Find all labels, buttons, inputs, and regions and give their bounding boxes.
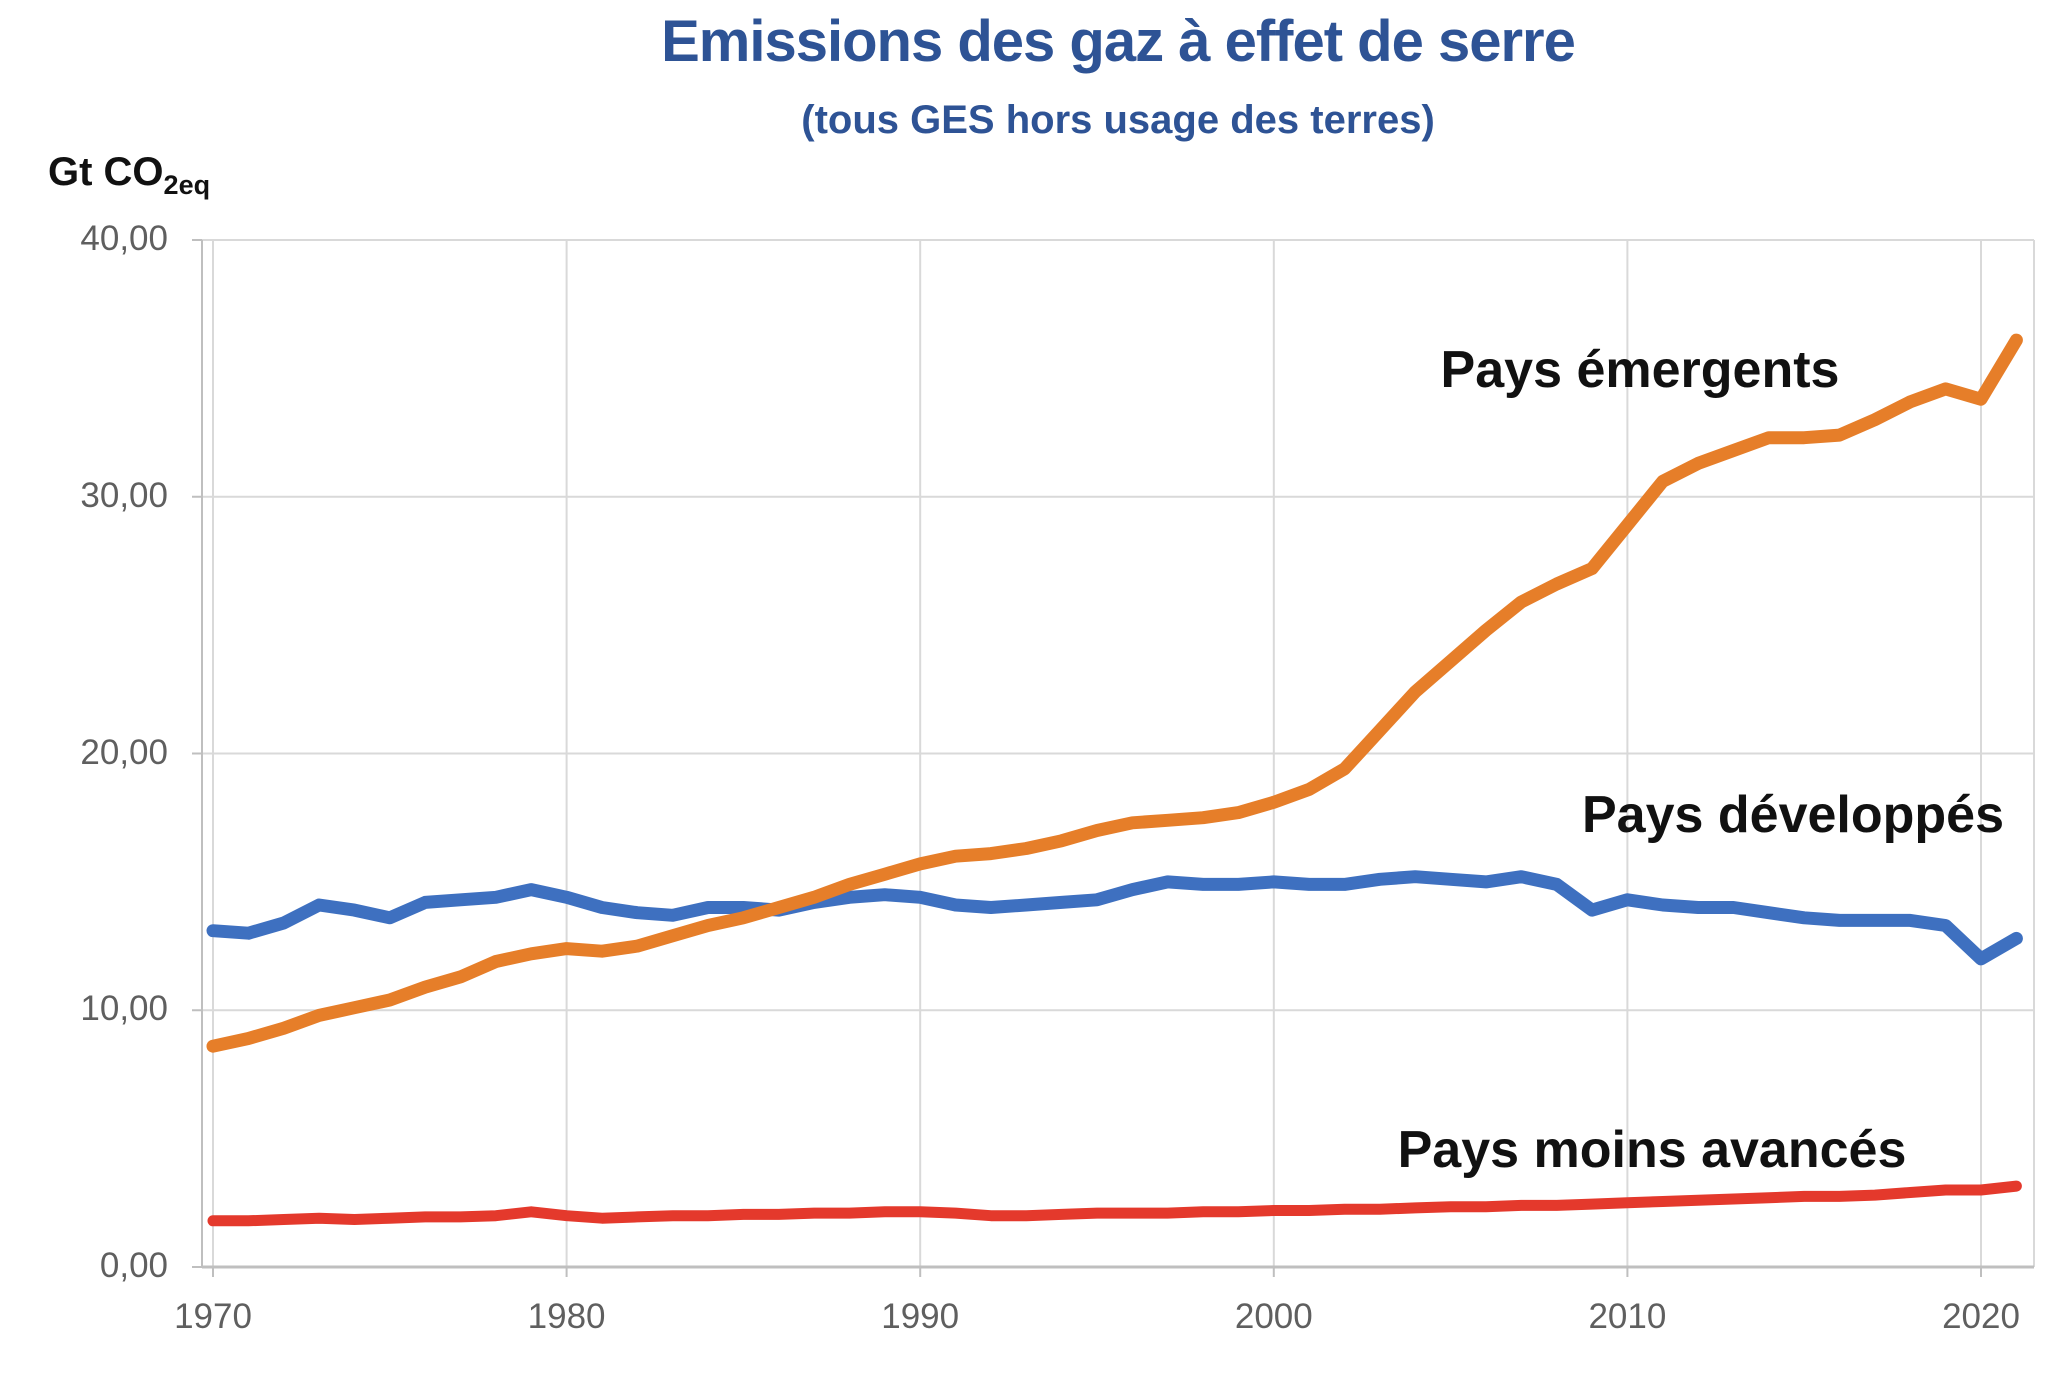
x-tick-label-1990: 1990	[881, 1297, 960, 1336]
y-axis-unit-subscript: 2eq	[163, 170, 211, 200]
x-tick-label-2020: 2020	[1942, 1297, 2020, 1336]
series-label-pays-emergents: Pays émergents	[1440, 341, 1840, 399]
x-tick-label-1970: 1970	[174, 1297, 252, 1336]
series-label-pays-developpes: Pays développés	[1582, 786, 2004, 844]
y-axis-unit-label: Gt CO2eq	[48, 150, 210, 199]
y-tick-label-10: 10,00	[80, 989, 168, 1029]
y-tick-label-20: 20,00	[80, 732, 168, 772]
chart-subtitle: (tous GES hors usage des terres)	[801, 98, 1435, 142]
x-tick-label-1980: 1980	[527, 1297, 606, 1336]
y-tick-label-0: 0,00	[99, 1246, 168, 1285]
chart-title: Emissions des gaz à effet de serre	[661, 9, 1576, 74]
x-tick-label-2000: 2000	[1234, 1297, 1313, 1336]
series-label-pays-moins-avances: Pays moins avancés	[1397, 1121, 1907, 1179]
y-axis-unit-text: Gt CO	[48, 150, 164, 194]
series-line-pays-moins-avanc-s	[207, 1180, 2022, 1227]
x-tick-label-2010: 2010	[1588, 1297, 1667, 1336]
y-tick-label-40: 40,00	[80, 219, 168, 258]
series-line-pays-d-velopp-s	[206, 870, 2023, 966]
series-line-pays-mergents	[206, 333, 2023, 1053]
y-tick-label-30: 30,00	[80, 475, 168, 515]
